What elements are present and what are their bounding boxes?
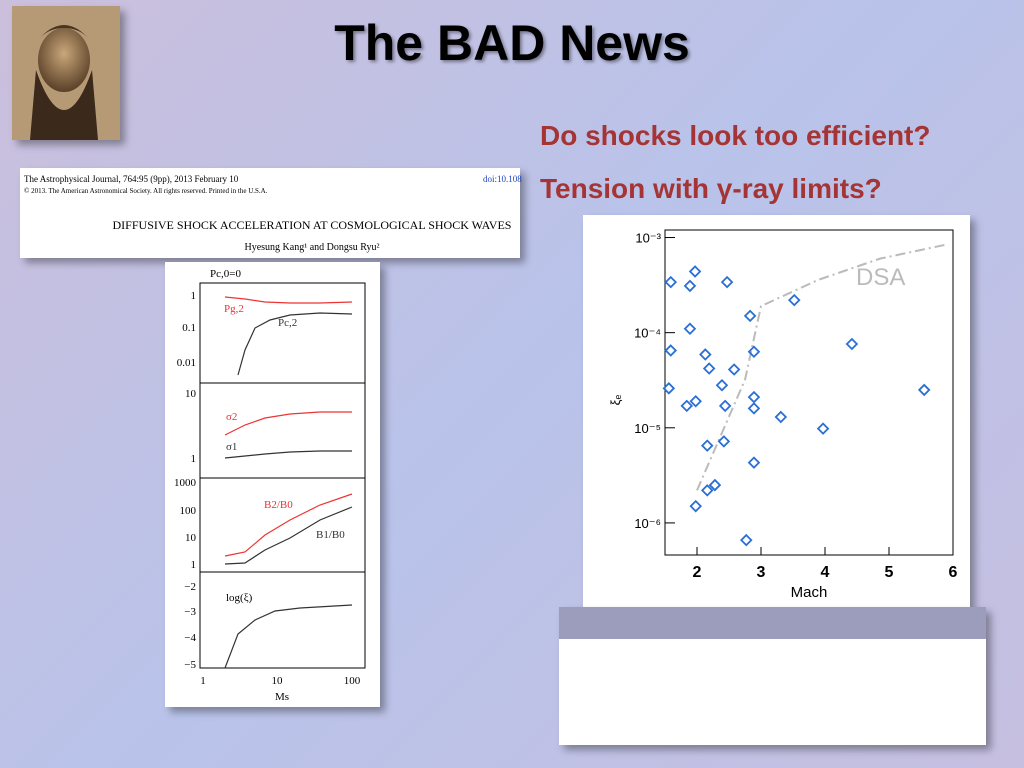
y-tick-label: 10⁻⁵ <box>634 421 661 436</box>
paper-title: DIFFUSIVE SHOCK ACCELERATION AT COSMOLOG… <box>113 218 512 232</box>
curve-label: B1/B0 <box>316 529 345 541</box>
point <box>680 399 694 413</box>
curve <box>696 243 949 491</box>
chart: 2 3 4 5 6 10⁻⁶ 10⁻⁵ 10⁻⁴ 10⁻³ Mach ξₑ DSA <box>608 229 958 601</box>
y-tick-label: −4 <box>184 632 196 644</box>
chart-box <box>583 215 970 607</box>
x-tick-label: 4 <box>821 564 830 581</box>
curve-label: B2/B0 <box>264 499 293 511</box>
apj-header <box>20 168 520 258</box>
y-tick-label: 0.1 <box>182 322 196 334</box>
curve-label: log(ξ) <box>226 592 253 604</box>
curve-label: σ2 <box>226 411 237 423</box>
curve-label: Pg,2 <box>224 303 244 315</box>
x-tick-label: 6 <box>949 564 958 581</box>
point <box>917 383 931 397</box>
x-tick-label: 5 <box>885 564 894 581</box>
x-axis-label: Mach <box>791 584 828 601</box>
point <box>740 533 753 547</box>
journal-banner <box>559 607 986 639</box>
point <box>708 478 722 492</box>
point <box>699 348 712 361</box>
point <box>664 275 678 289</box>
point <box>700 484 714 497</box>
point <box>700 439 714 452</box>
y-axis-label: ξₑ <box>608 395 623 406</box>
y-tick-label: 1 <box>191 559 197 571</box>
point <box>720 275 734 289</box>
panel-label: Pc,0=0 <box>210 268 241 280</box>
y-tick-label: 1 <box>191 290 197 302</box>
y-tick-label: 10⁻⁴ <box>634 326 661 341</box>
point <box>715 378 729 392</box>
point <box>689 394 702 408</box>
y-tick-label: −3 <box>184 606 196 618</box>
point <box>662 382 676 395</box>
figure-curves <box>224 296 353 669</box>
point <box>702 362 716 375</box>
point <box>747 402 761 415</box>
y-tick-label: 1000 <box>174 477 197 489</box>
point <box>717 435 731 448</box>
curve-label: DSA <box>856 264 905 291</box>
point <box>743 309 757 323</box>
point <box>845 337 859 351</box>
figure-frames <box>199 282 366 669</box>
bullet: Do shocks look too efficient? <box>540 120 930 151</box>
y-tick-label: −2 <box>184 581 196 593</box>
journal: The Astrophysical Journal, 764:95 (9pp),… <box>24 174 239 184</box>
figure-text: Pc,0=0 1 0.1 0.01 Pg,2 Pc,2 10 1 σ2 σ1 1000 100 10 1 B… <box>174 268 361 703</box>
slide-title: The BAD News <box>334 15 690 71</box>
point <box>727 363 741 376</box>
authors: Hyesung Kang¹ and Dongsu Ryu² <box>244 242 379 253</box>
point <box>683 322 697 335</box>
portrait <box>12 6 120 140</box>
point <box>816 422 830 435</box>
point <box>747 345 761 359</box>
x-axis-label: Ms <box>275 691 289 703</box>
y-tick-label: 0.01 <box>177 357 196 369</box>
y-tick-label: 10 <box>185 388 197 400</box>
curve-label: σ1 <box>226 441 237 453</box>
point <box>718 399 732 413</box>
x-tick-label: 1 <box>200 675 206 687</box>
x-tick-label: 10 <box>272 675 284 687</box>
point <box>774 410 788 424</box>
x-tick-label: 2 <box>693 564 702 581</box>
y-tick-label: 10⁻⁶ <box>634 516 661 531</box>
y-tick-label: −5 <box>184 659 196 671</box>
y-tick-label: 10⁻³ <box>635 231 661 246</box>
plot-frame <box>664 229 954 556</box>
point <box>688 265 702 278</box>
point <box>788 293 801 307</box>
copyright: © 2013. The American Astronomical Societ… <box>24 187 268 195</box>
y-tick-label: 10 <box>185 532 197 544</box>
bullet: Tension with γ-ray limits? <box>540 173 882 204</box>
x-tick-label: 100 <box>344 675 361 687</box>
doi: doi:10.108 <box>483 174 522 184</box>
point <box>689 499 702 513</box>
y-tick-label: 1 <box>191 453 197 465</box>
figure-box <box>165 262 380 707</box>
y-tick-label: 100 <box>180 505 197 517</box>
point <box>683 279 697 293</box>
x-tick-label: 3 <box>757 564 766 581</box>
point <box>747 456 761 469</box>
point <box>664 344 678 357</box>
curve-label: Pc,2 <box>278 317 297 329</box>
